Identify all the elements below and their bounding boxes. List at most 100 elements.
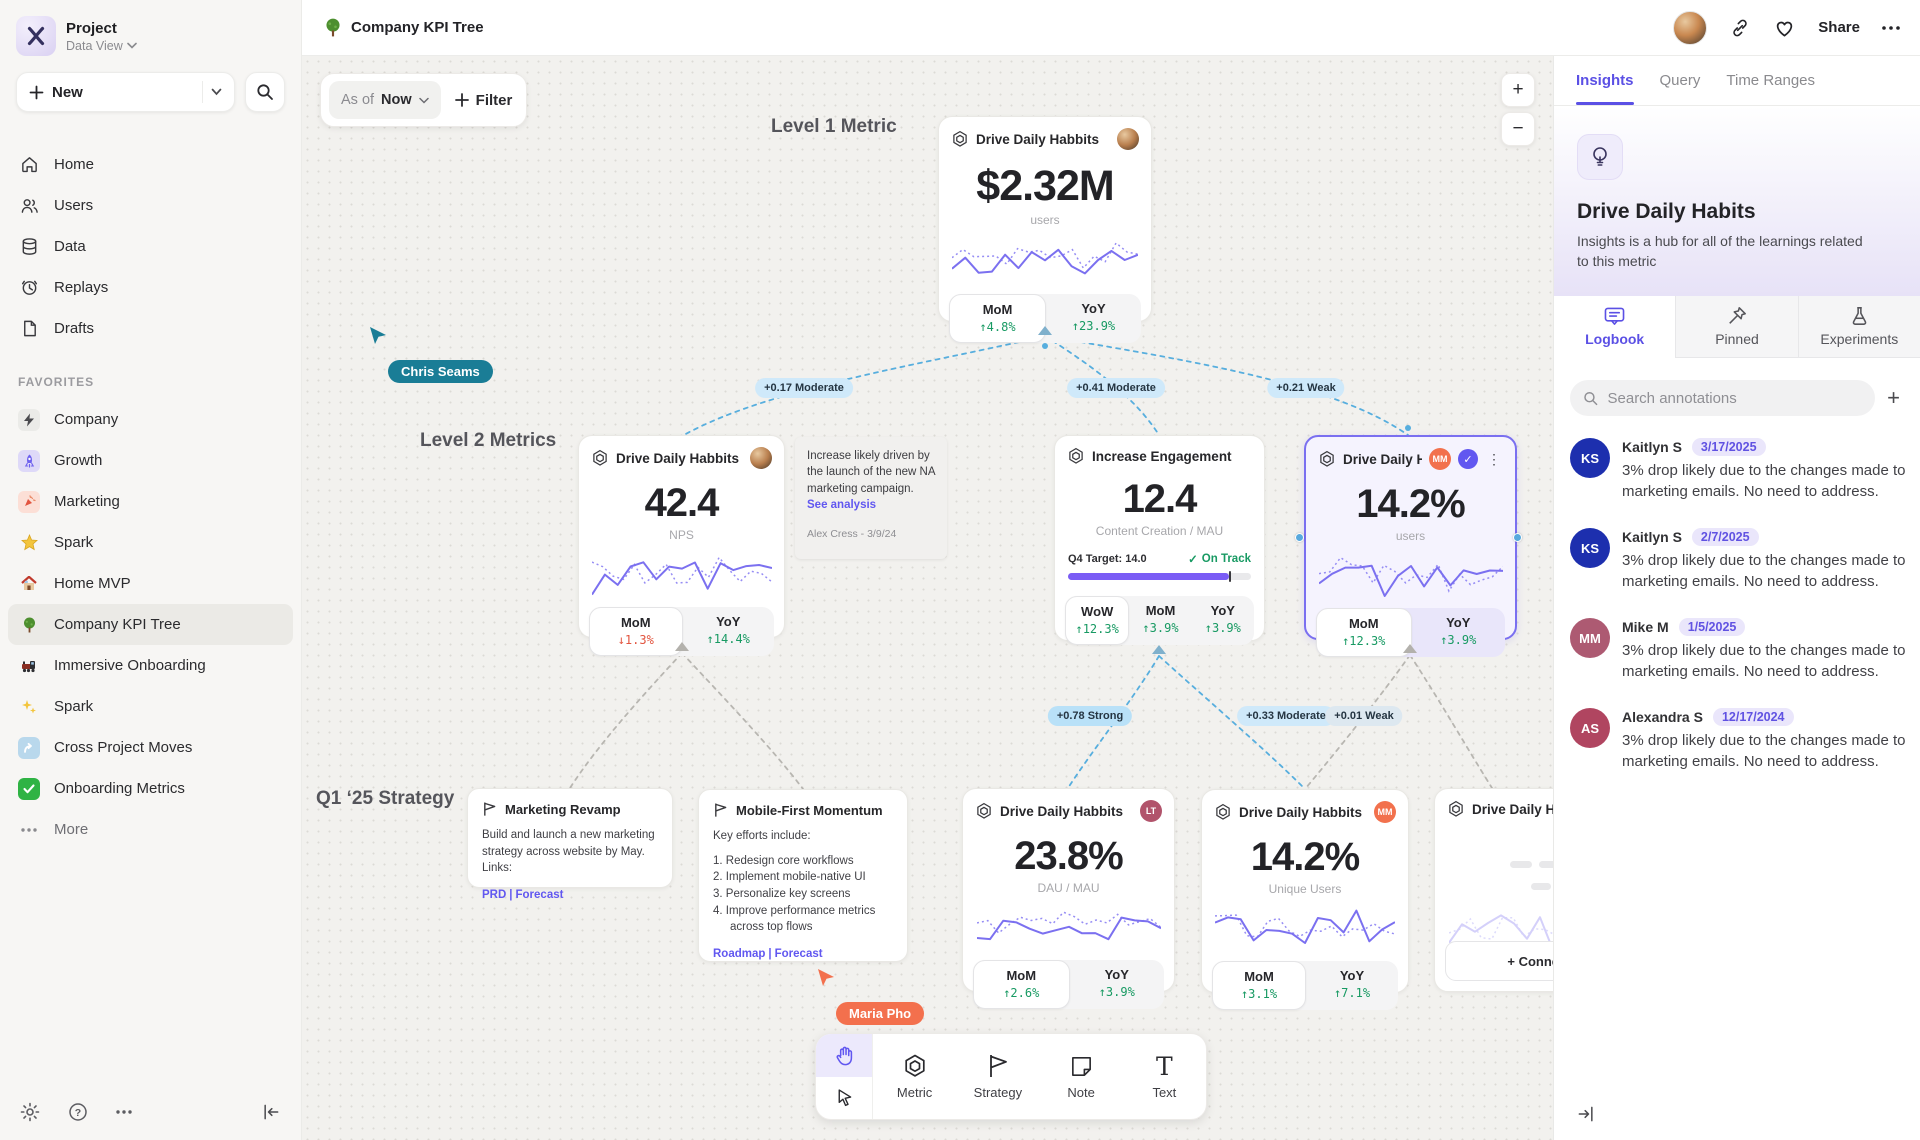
favorite-company[interactable]: Company xyxy=(8,399,293,440)
project-view-switcher[interactable]: Data View xyxy=(66,39,137,53)
metric-card-drive-daily-habbits-dau[interactable]: Drive Daily Habbits LT 23.8% DAU / MAU M… xyxy=(962,788,1175,1009)
roadmap-link[interactable]: Roadmap xyxy=(713,948,766,961)
settings-gear-icon[interactable] xyxy=(20,1102,40,1122)
strategy-tool-button[interactable]: Strategy xyxy=(956,1034,1039,1119)
favorite-heart-icon[interactable] xyxy=(1773,17,1796,38)
subtab-pinned[interactable]: Pinned xyxy=(1675,296,1798,358)
collapse-sidebar-icon[interactable] xyxy=(261,1102,281,1122)
kebab-menu-icon[interactable]: ⋮ xyxy=(1487,450,1501,467)
yoy-cell[interactable]: YoY ↑7.1% xyxy=(1333,968,1371,1000)
subtab-logbook[interactable]: Logbook xyxy=(1554,296,1676,358)
hand-tool-button[interactable] xyxy=(816,1034,872,1077)
collaborator-badge: MM xyxy=(1374,801,1396,823)
add-annotation-icon[interactable]: + xyxy=(1887,385,1900,410)
insights-panel: Insights Query Time Ranges Drive Daily H… xyxy=(1553,56,1920,1140)
sidebar-item-replays[interactable]: Replays xyxy=(8,267,293,308)
share-button[interactable]: Share xyxy=(1818,19,1860,36)
collapse-triangle[interactable] xyxy=(1403,644,1417,653)
mom-cell[interactable]: MoM ↓1.3% xyxy=(589,607,683,656)
wow-cell[interactable]: WoW ↑12.3% xyxy=(1065,596,1130,645)
favorite-marketing[interactable]: Marketing xyxy=(8,481,293,522)
search-annotations-input[interactable] xyxy=(1607,389,1863,407)
strategy-card-mobile-first-momentum[interactable]: Mobile-First Momentum Key efforts includ… xyxy=(698,789,908,962)
collapse-triangle[interactable] xyxy=(675,642,689,651)
filter-button[interactable]: Filter xyxy=(454,92,512,109)
collapse-triangle[interactable] xyxy=(1038,326,1052,335)
note-tool-button[interactable]: Note xyxy=(1040,1034,1123,1119)
favorite-company-kpi-tree[interactable]: Company KPI Tree xyxy=(8,604,293,645)
forecast-link[interactable]: Forecast xyxy=(515,889,564,902)
yoy-cell[interactable]: YoY ↑3.9% xyxy=(1440,615,1477,647)
sidebar-item-home[interactable]: Home xyxy=(8,144,293,185)
annotation-search[interactable] xyxy=(1570,380,1876,416)
favorite-immersive-onboarding[interactable]: Immersive Onboarding xyxy=(8,645,293,686)
sidebar-item-drafts[interactable]: Drafts xyxy=(8,308,293,349)
zoom-out-button[interactable]: − xyxy=(1501,112,1535,146)
favorite-onboarding-metrics[interactable]: Onboarding Metrics xyxy=(8,768,293,809)
copy-link-icon[interactable] xyxy=(1729,17,1751,39)
selection-handle[interactable] xyxy=(1513,533,1522,542)
metric-card-drive-daily-habbits-l1[interactable]: Drive Daily Habbits $2.32M users MoM ↑4.… xyxy=(938,116,1152,343)
favorite-spark[interactable]: Spark xyxy=(8,522,293,563)
project-logo[interactable] xyxy=(16,16,56,56)
subtab-experiments[interactable]: Experiments xyxy=(1797,296,1920,358)
collapse-panel-icon[interactable] xyxy=(1576,1104,1596,1124)
yoy-cell[interactable]: YoY ↑23.9% xyxy=(1071,301,1116,333)
sidebar-item-data[interactable]: Data xyxy=(8,226,293,267)
favorites-more[interactable]: More xyxy=(8,809,293,850)
mom-cell[interactable]: MoM ↑2.6% xyxy=(973,960,1070,1009)
tab-query[interactable]: Query xyxy=(1659,72,1701,89)
overflow-menu-icon[interactable] xyxy=(1882,25,1900,30)
new-button[interactable]: New xyxy=(16,72,235,112)
more-options-icon[interactable] xyxy=(116,1110,132,1114)
canvas-note[interactable]: Increase likely driven by the launch of … xyxy=(795,437,947,559)
select-tool-button[interactable] xyxy=(816,1077,872,1120)
annotation-item[interactable]: KS Kaitlyn S 3/17/2025 3% drop likely du… xyxy=(1554,424,1920,514)
as-of-selector[interactable]: As of Now xyxy=(329,81,441,119)
owner-avatar[interactable] xyxy=(1117,128,1139,150)
user-avatar[interactable] xyxy=(1673,10,1708,45)
prd-link[interactable]: PRD xyxy=(482,889,507,902)
tab-insights[interactable]: Insights xyxy=(1576,56,1634,105)
yoy-cell[interactable]: YoY ↑14.4% xyxy=(706,614,750,646)
sidebar: Project Data View New Home Users xyxy=(0,0,302,1140)
mom-cell[interactable]: MoM ↑3.9% xyxy=(1142,603,1179,635)
collapse-triangle[interactable] xyxy=(1152,645,1166,654)
metric-card-unconnected-partial[interactable]: Drive Daily Hab + Connect xyxy=(1434,788,1553,992)
favorite-cross-project-moves[interactable]: Cross Project Moves xyxy=(8,727,293,768)
see-analysis-link[interactable]: See analysis xyxy=(807,498,877,511)
selection-handle[interactable] xyxy=(1295,533,1304,542)
favorite-home-mvp[interactable]: Home MVP xyxy=(8,563,293,604)
help-icon[interactable]: ? xyxy=(68,1102,88,1122)
mom-cell[interactable]: MoM ↑12.3% xyxy=(1316,608,1412,657)
metric-card-drive-daily-habbits-nps[interactable]: Drive Daily Habbits 42.4 NPS MoM ↓1.3% Y… xyxy=(578,435,785,656)
owner-avatar[interactable] xyxy=(750,447,772,469)
annotation-item[interactable]: MM Mike M 1/5/2025 3% drop likely due to… xyxy=(1554,604,1920,694)
annotation-list: KS Kaitlyn S 3/17/2025 3% drop likely du… xyxy=(1554,424,1920,784)
mom-cell[interactable]: MoM ↑3.1% xyxy=(1212,961,1306,1010)
connect-button[interactable]: + Connect xyxy=(1445,941,1553,981)
favorite-growth[interactable]: Growth xyxy=(8,440,293,481)
annotation-item[interactable]: AS Alexandra S 12/17/2024 3% drop likely… xyxy=(1554,694,1920,784)
lightbulb-icon xyxy=(1577,134,1623,180)
strategy-card-marketing-revamp[interactable]: Marketing Revamp Build and launch a new … xyxy=(467,788,673,901)
metric-card-drive-daily-habbits-unique[interactable]: Drive Daily Habbits MM 14.2% Unique User… xyxy=(1201,789,1409,1010)
metric-tool-button[interactable]: Metric xyxy=(873,1034,956,1119)
note-author: Alex Cress - 3/9/24 xyxy=(807,528,897,541)
metric-card-drive-daily-habbits-selected[interactable]: Drive Daily Habb.. MM ✓ ⋮ 14.2% users Mo… xyxy=(1304,435,1517,657)
annotation-item[interactable]: KS Kaitlyn S 2/7/2025 3% drop likely due… xyxy=(1554,514,1920,604)
sidebar-item-users[interactable]: Users xyxy=(8,185,293,226)
flag-icon xyxy=(989,1055,1007,1077)
tab-time-ranges[interactable]: Time Ranges xyxy=(1726,72,1816,89)
zoom-in-button[interactable]: + xyxy=(1501,73,1535,107)
search-button[interactable] xyxy=(245,72,285,112)
favorite-spark-2[interactable]: Spark xyxy=(8,686,293,727)
yoy-cell[interactable]: YoY ↑3.9% xyxy=(1204,603,1241,635)
yoy-cell[interactable]: YoY ↑3.9% xyxy=(1098,967,1135,999)
confetti-icon xyxy=(18,490,40,513)
text-tool-button[interactable]: T Text xyxy=(1152,1051,1177,1100)
kpi-tree-canvas[interactable]: As of Now Filter + − Level 1 Metric Leve… xyxy=(302,56,1553,1140)
metric-card-increase-engagement[interactable]: Increase Engagement 12.4 Content Creatio… xyxy=(1054,435,1265,645)
forecast-link[interactable]: Forecast xyxy=(774,948,823,961)
mom-cell[interactable]: MoM ↑4.8% xyxy=(949,294,1046,343)
